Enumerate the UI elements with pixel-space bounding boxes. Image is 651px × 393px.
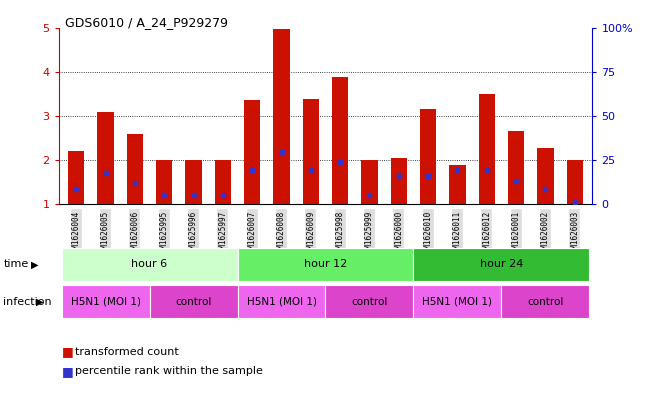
Text: control: control xyxy=(352,297,388,307)
Text: ▶: ▶ xyxy=(36,297,44,307)
Text: ▶: ▶ xyxy=(31,259,39,269)
Bar xyxy=(98,112,113,204)
Bar xyxy=(478,94,495,204)
Text: control: control xyxy=(175,297,212,307)
Text: hour 6: hour 6 xyxy=(132,259,167,269)
Bar xyxy=(361,160,378,204)
Text: hour 24: hour 24 xyxy=(480,259,523,269)
Bar xyxy=(420,109,436,204)
Text: ■: ■ xyxy=(62,365,74,378)
Bar xyxy=(68,151,84,204)
Bar xyxy=(413,248,589,281)
Bar xyxy=(186,160,202,204)
Bar xyxy=(449,165,465,204)
Text: H5N1 (MOI 1): H5N1 (MOI 1) xyxy=(247,297,316,307)
Text: control: control xyxy=(527,297,564,307)
Bar xyxy=(508,130,524,204)
Bar xyxy=(567,160,583,204)
Bar xyxy=(501,285,589,318)
Bar xyxy=(413,285,501,318)
Bar xyxy=(150,285,238,318)
Text: H5N1 (MOI 1): H5N1 (MOI 1) xyxy=(70,297,141,307)
Bar xyxy=(244,101,260,204)
Text: infection: infection xyxy=(3,297,52,307)
Bar xyxy=(238,248,413,281)
Bar xyxy=(391,158,407,204)
Text: H5N1 (MOI 1): H5N1 (MOI 1) xyxy=(422,297,493,307)
Text: ■: ■ xyxy=(62,345,74,358)
Bar xyxy=(326,285,413,318)
Text: time: time xyxy=(3,259,29,269)
Bar xyxy=(273,29,290,204)
Bar xyxy=(215,160,231,204)
Bar xyxy=(62,248,238,281)
Bar xyxy=(303,99,319,204)
Bar xyxy=(62,285,150,318)
Bar xyxy=(127,134,143,204)
Text: hour 12: hour 12 xyxy=(304,259,347,269)
Bar xyxy=(332,77,348,204)
Text: transformed count: transformed count xyxy=(75,347,178,357)
Bar xyxy=(238,285,326,318)
Bar xyxy=(538,148,553,204)
Text: GDS6010 / A_24_P929279: GDS6010 / A_24_P929279 xyxy=(65,16,228,29)
Bar xyxy=(156,160,173,204)
Text: percentile rank within the sample: percentile rank within the sample xyxy=(75,366,263,376)
